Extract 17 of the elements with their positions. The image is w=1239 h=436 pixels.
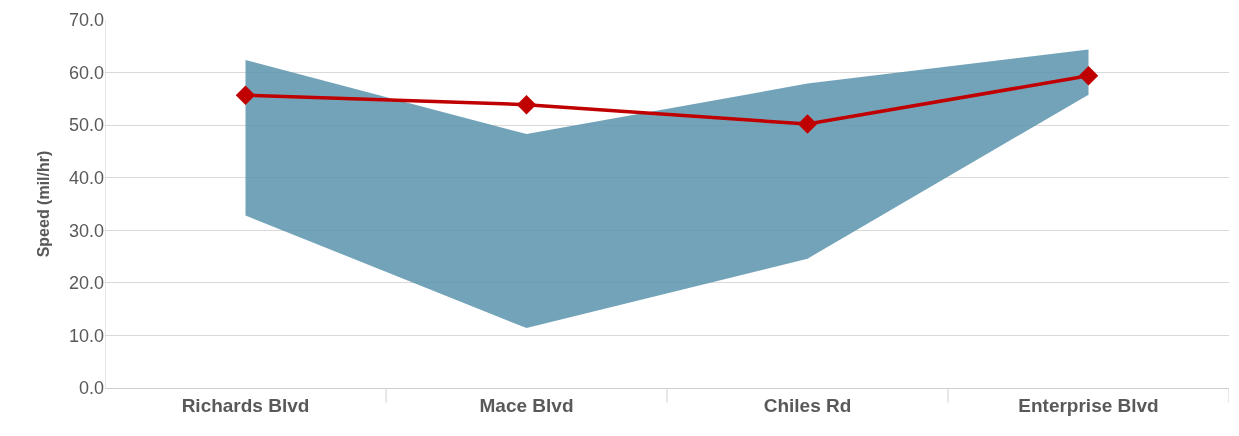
- y-tick-label: 40.0: [68, 168, 104, 189]
- x-tick-label: Enterprise Blvd: [1018, 394, 1159, 416]
- point: [516, 94, 537, 115]
- y-tick-label: 60.0: [68, 62, 104, 83]
- x-tick-label: Chiles Rd: [763, 394, 852, 416]
- x-tick-label: Mace Blvd: [479, 394, 574, 416]
- y-tick-label: 0.0: [78, 378, 104, 399]
- point: [235, 85, 256, 105]
- y-tick-label: 20.0: [68, 273, 104, 294]
- y-tick-label: 30.0: [68, 220, 104, 241]
- y-tick-label: 70.0: [68, 10, 104, 31]
- y-axis-title: Speed (mil/hr): [34, 150, 52, 258]
- point: [1078, 65, 1099, 86]
- y-tick-label: 50.0: [68, 115, 104, 136]
- x-tick-label: Richards Blvd: [181, 394, 310, 416]
- point: [797, 114, 818, 134]
- y-tick-label: 10.0: [68, 325, 104, 346]
